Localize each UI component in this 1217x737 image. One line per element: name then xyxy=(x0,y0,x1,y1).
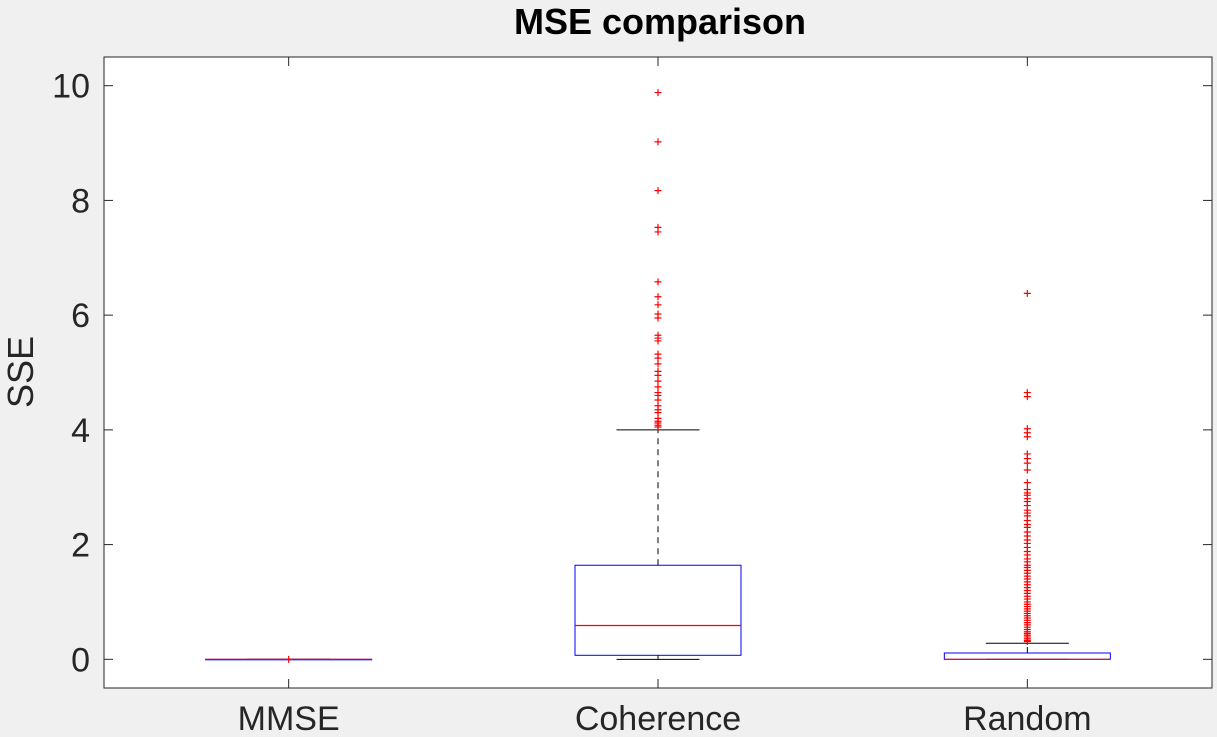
outlier-point xyxy=(1023,433,1031,441)
outlier-point xyxy=(654,337,662,345)
outlier-point xyxy=(654,138,662,146)
box-group xyxy=(205,655,373,663)
x-tick-label: Coherence xyxy=(575,700,741,732)
outlier-point xyxy=(654,228,662,236)
y-tick-label: 6 xyxy=(71,297,90,335)
outlier-point xyxy=(654,89,662,97)
outlier-point xyxy=(654,278,662,286)
outlier-point xyxy=(654,187,662,195)
outlier-point xyxy=(1023,289,1031,297)
outlier-point xyxy=(654,293,662,301)
chart-title: MSE comparison xyxy=(514,1,806,42)
x-tick-label: MMSE xyxy=(238,700,340,732)
y-tick-label: 4 xyxy=(71,412,90,450)
x-axis: MMSE Coherence Random xyxy=(238,57,1092,737)
outlier-point xyxy=(654,360,662,368)
box-group xyxy=(943,289,1111,660)
outlier-point xyxy=(654,314,662,322)
outlier-point xyxy=(1023,459,1031,467)
outlier-point xyxy=(1023,466,1031,474)
y-tick-label: 2 xyxy=(71,527,90,565)
outlier-point xyxy=(1023,393,1031,401)
y-tick-label: 10 xyxy=(52,68,90,106)
y-axis: 0 2 4 6 8 10 xyxy=(52,68,1212,679)
y-axis-label: SSE xyxy=(0,336,41,408)
y-tick-label: 0 xyxy=(71,641,90,679)
box-group xyxy=(574,89,742,660)
x-tick-label: Random xyxy=(963,700,1092,732)
outlier-point xyxy=(1023,479,1031,487)
outlier-point xyxy=(654,423,662,431)
chart-marks xyxy=(205,89,1111,663)
outlier-point xyxy=(285,655,293,663)
outlier-point xyxy=(654,301,662,309)
outlier-point xyxy=(1023,638,1031,646)
y-tick-label: 8 xyxy=(71,182,90,220)
box-iqr xyxy=(574,564,742,656)
